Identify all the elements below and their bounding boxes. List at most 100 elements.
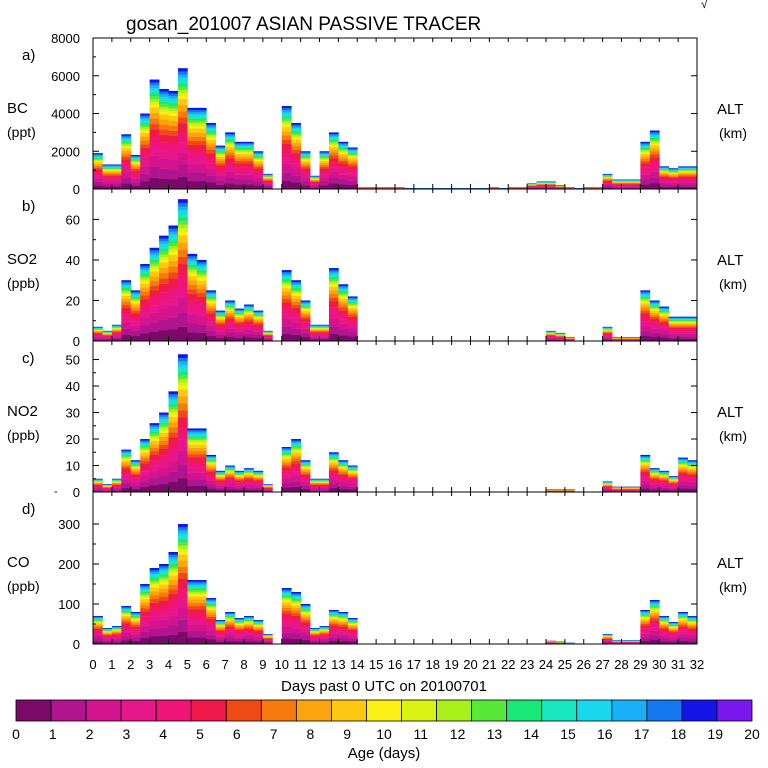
age-band [187, 637, 198, 645]
age-band [121, 456, 132, 458]
age-band [244, 482, 254, 485]
age-band [111, 480, 122, 482]
age-band [262, 486, 273, 487]
age-band [244, 628, 254, 632]
age-band [215, 479, 226, 481]
age-band [225, 614, 235, 616]
age-band [111, 324, 122, 326]
x-tick-label: 31 [671, 657, 685, 672]
age-band [668, 170, 679, 172]
age-band [328, 139, 339, 142]
age-band [225, 483, 235, 487]
age-band [121, 334, 132, 342]
age-band [130, 626, 141, 630]
age-band [687, 168, 698, 169]
age-band [111, 633, 122, 635]
x-tick-label: 19 [444, 657, 458, 672]
age-band [291, 457, 302, 461]
age-band [93, 327, 103, 329]
age-band [93, 331, 103, 333]
age-band [281, 105, 292, 109]
age-band [244, 618, 254, 620]
age-band [206, 124, 217, 127]
age-band [338, 617, 349, 619]
age-band [300, 488, 311, 493]
age-band [621, 181, 632, 183]
data-bar [291, 439, 302, 493]
age-band [262, 487, 273, 488]
y-tick-label: 50 [66, 353, 80, 368]
age-band [149, 82, 160, 86]
age-band [206, 468, 217, 471]
age-band [291, 594, 302, 597]
data-bar [564, 336, 575, 342]
age-band [102, 165, 113, 166]
age-band [177, 142, 188, 153]
age-band [130, 615, 141, 617]
age-band [187, 300, 198, 308]
age-band [234, 150, 245, 152]
age-band [177, 566, 188, 573]
age-band [140, 173, 151, 182]
age-band [215, 314, 226, 316]
data-bar [281, 588, 292, 645]
age-band [319, 171, 330, 175]
age-band [244, 469, 254, 471]
age-band [630, 642, 641, 644]
data-bar [687, 316, 698, 342]
age-band [668, 625, 679, 627]
age-band [649, 608, 660, 611]
age-band [93, 327, 103, 329]
age-band [678, 326, 688, 328]
age-band [668, 629, 679, 632]
age-band [659, 182, 670, 185]
age-band [130, 168, 141, 171]
data-bar [187, 253, 198, 342]
age-band [668, 477, 679, 478]
x-tick-label: 10 [275, 657, 289, 672]
age-band [602, 485, 613, 487]
age-band [168, 559, 179, 562]
age-band [93, 479, 103, 480]
age-band [121, 143, 132, 146]
age-band [338, 335, 349, 342]
age-band [687, 471, 698, 474]
age-band [253, 621, 264, 623]
age-band [659, 471, 670, 473]
age-band [159, 420, 169, 423]
age-band [310, 334, 320, 337]
age-band [225, 132, 235, 135]
age-band [253, 315, 264, 317]
age-band [262, 333, 273, 335]
age-band [149, 250, 160, 253]
age-band [196, 457, 207, 463]
age-band [300, 151, 311, 153]
age-band [121, 280, 132, 282]
age-band [630, 185, 641, 187]
age-band [225, 301, 235, 303]
age-band [602, 176, 613, 178]
age-band [291, 441, 302, 444]
age-band [281, 613, 292, 619]
age-band [678, 458, 688, 460]
age-band [262, 180, 273, 181]
age-band [102, 334, 113, 336]
data-bar [215, 310, 226, 342]
age-band [347, 184, 358, 190]
age-band [168, 100, 179, 104]
age-band [121, 312, 132, 318]
age-band [225, 139, 235, 142]
age-band [319, 630, 330, 631]
age-band [215, 627, 226, 629]
age-band [93, 617, 103, 619]
age-band [159, 300, 169, 310]
age-band [121, 142, 132, 145]
age-band [206, 626, 217, 631]
age-band [102, 490, 113, 492]
age-band [659, 334, 670, 338]
colorbar: 0 1 2 3 4 5 6 7 8 9 10 11 12 13 14 15 16 17 18 19 20 Age (da… [12, 699, 760, 762]
age-band [564, 339, 575, 341]
age-band [159, 424, 169, 427]
age-band [612, 338, 622, 340]
age-band [668, 172, 679, 174]
